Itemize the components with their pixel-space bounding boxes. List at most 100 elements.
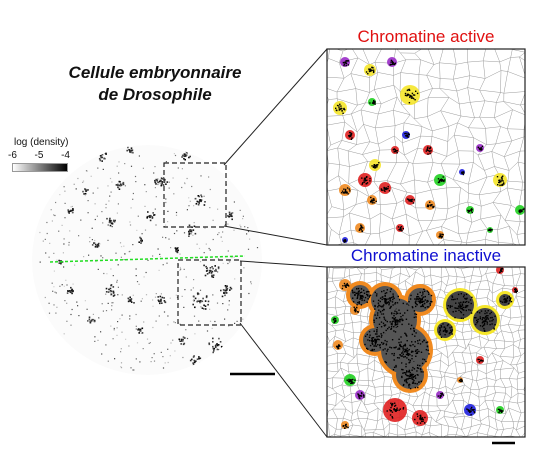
cluster-point: [344, 188, 347, 191]
density-point: [164, 362, 166, 364]
cluster-point: [426, 299, 428, 302]
cluster-point: [398, 309, 400, 311]
cluster-point: [407, 354, 410, 357]
cluster-point: [477, 320, 479, 323]
cluster-point: [437, 181, 440, 184]
density-point: [230, 214, 233, 216]
separator-line: [49, 255, 246, 263]
cluster-point: [427, 146, 429, 148]
cluster-point: [389, 414, 392, 416]
density-point: [228, 215, 231, 218]
cluster-point: [376, 166, 378, 168]
density-point: [109, 217, 111, 220]
density-point: [82, 180, 85, 182]
density-point: [209, 188, 211, 191]
cluster-point: [469, 411, 472, 413]
density-point: [67, 290, 69, 292]
cluster-point: [350, 138, 353, 140]
cluster-point: [467, 209, 469, 212]
density-point: [167, 361, 169, 364]
cluster-point: [402, 228, 404, 230]
density-point: [182, 356, 184, 359]
cluster-point: [361, 177, 363, 179]
cluster-point: [399, 354, 401, 356]
cluster-point: [392, 298, 394, 301]
density-point: [163, 177, 165, 179]
cluster-point: [361, 299, 363, 301]
density-point: [219, 349, 221, 352]
cluster-point: [396, 323, 399, 325]
density-point: [117, 321, 119, 323]
cluster-point: [369, 177, 371, 180]
density-point: [115, 252, 117, 254]
cluster-point: [462, 296, 465, 298]
density-point: [83, 193, 85, 195]
cluster-point: [455, 310, 457, 312]
cluster-point: [357, 393, 359, 395]
cluster-point: [394, 303, 396, 305]
density-point: [155, 224, 157, 226]
cluster-point: [373, 164, 375, 166]
cluster-point: [419, 415, 421, 417]
cluster-point: [478, 358, 480, 361]
density-point: [91, 318, 93, 321]
density-point: [217, 267, 220, 270]
density-point: [192, 287, 194, 289]
cluster-point: [383, 189, 385, 191]
cluster-point: [362, 296, 364, 298]
cluster-point: [503, 295, 505, 298]
density-point: [242, 318, 244, 320]
cluster-point: [482, 321, 484, 323]
density-point: [167, 315, 169, 317]
cluster-point: [478, 148, 481, 150]
cluster-point: [386, 320, 388, 323]
cluster-point: [406, 378, 408, 380]
density-point: [213, 350, 215, 352]
cluster-point: [414, 302, 417, 304]
density-point: [204, 227, 206, 229]
density-point: [44, 296, 46, 299]
density-point: [136, 229, 138, 231]
density-point: [112, 338, 114, 340]
density-point: [140, 238, 142, 240]
density-point: [102, 310, 104, 312]
density-point: [102, 168, 104, 170]
cluster-point: [491, 229, 493, 231]
cluster-point: [438, 181, 441, 183]
density-point: [184, 182, 186, 184]
cluster-point: [363, 181, 365, 183]
cluster-point: [387, 187, 389, 190]
density-point: [139, 328, 141, 331]
density-point: [179, 253, 181, 255]
cluster-point: [401, 323, 403, 326]
cluster-point: [404, 345, 407, 347]
cluster-point: [420, 416, 422, 418]
density-point: [154, 179, 156, 182]
cluster-point: [419, 422, 422, 424]
cluster-point: [335, 107, 337, 109]
cluster-point: [392, 304, 394, 306]
density-point: [74, 264, 76, 266]
cluster-point: [409, 374, 411, 376]
density-point: [214, 320, 216, 323]
density-point: [91, 244, 94, 246]
density-point: [134, 175, 137, 178]
cluster-point: [408, 358, 410, 361]
cluster-point: [398, 347, 400, 349]
cluster-point: [392, 293, 394, 295]
cluster-point: [384, 319, 387, 322]
density-point: [188, 156, 190, 159]
density-point: [99, 243, 101, 245]
cluster-point: [484, 312, 486, 315]
density-point: [155, 293, 157, 295]
cluster-point: [343, 188, 345, 190]
density-point: [227, 215, 229, 217]
cluster-point: [359, 228, 361, 230]
cluster-point: [346, 60, 349, 62]
cluster-point: [407, 133, 410, 136]
density-point: [225, 286, 228, 289]
density-point: [212, 351, 214, 354]
cluster-point: [346, 187, 349, 189]
cluster-point: [358, 293, 360, 295]
cluster-point: [421, 295, 423, 297]
